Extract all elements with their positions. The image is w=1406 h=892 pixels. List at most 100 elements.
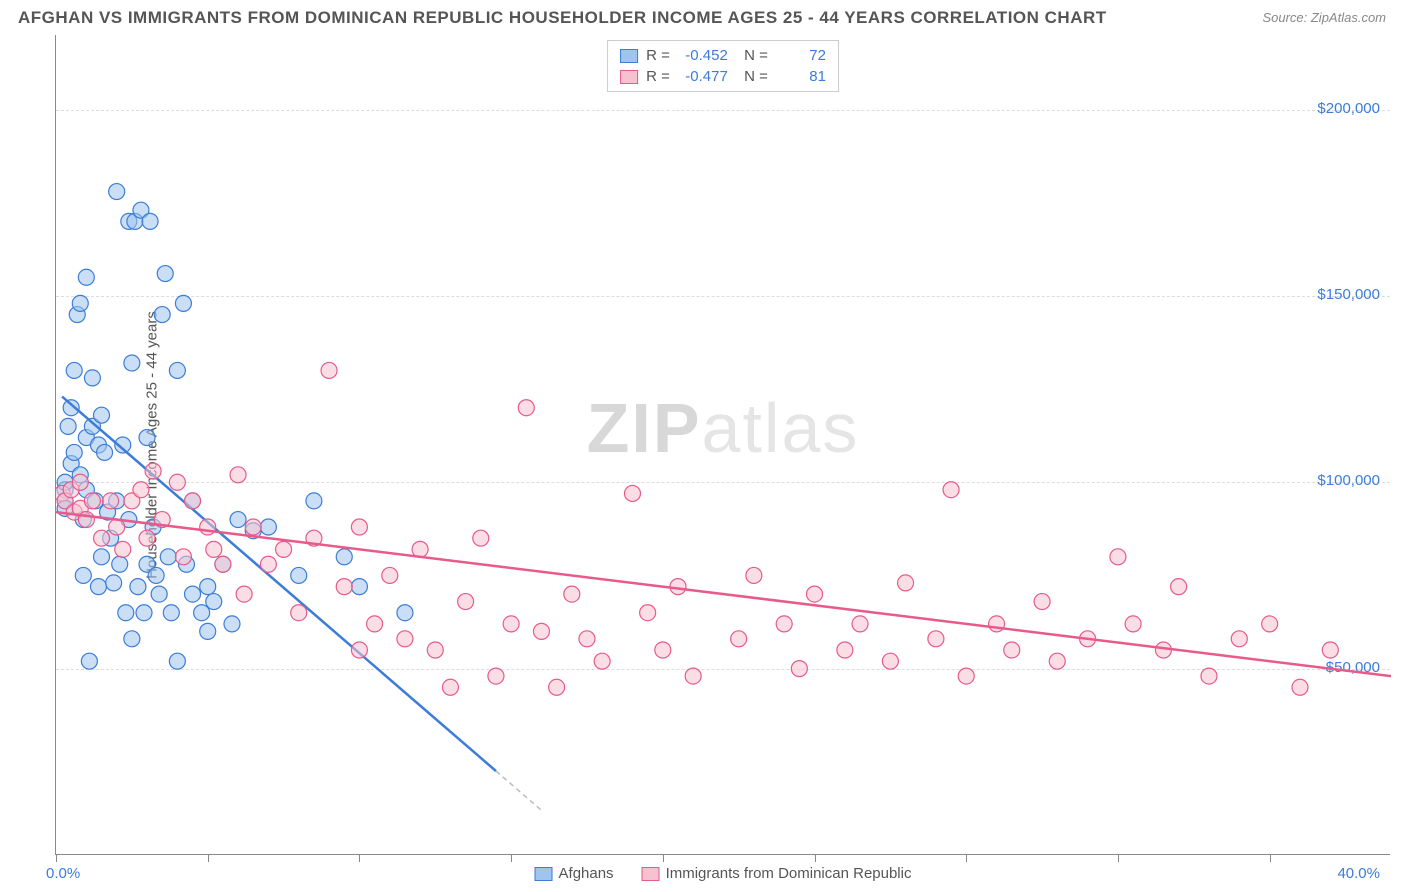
data-point xyxy=(200,623,216,639)
data-point xyxy=(427,642,443,658)
data-point xyxy=(1004,642,1020,658)
data-point xyxy=(351,642,367,658)
data-point xyxy=(75,567,91,583)
data-point xyxy=(97,444,113,460)
data-point xyxy=(1034,594,1050,610)
data-point xyxy=(94,549,110,565)
swatch-series1-icon xyxy=(535,867,553,881)
data-point xyxy=(109,184,125,200)
chart-title: AFGHAN VS IMMIGRANTS FROM DOMINICAN REPU… xyxy=(18,8,1107,28)
data-point xyxy=(260,556,276,572)
data-point xyxy=(898,575,914,591)
data-point xyxy=(154,307,170,323)
data-point xyxy=(837,642,853,658)
data-point xyxy=(655,642,671,658)
data-point xyxy=(245,519,261,535)
data-point xyxy=(852,616,868,632)
data-point xyxy=(731,631,747,647)
data-point xyxy=(148,567,164,583)
source-attribution: Source: ZipAtlas.com xyxy=(1262,10,1386,25)
plot-area: ZIPatlas Householder Income Ages 25 - 44… xyxy=(55,35,1390,855)
data-point xyxy=(488,668,504,684)
data-point xyxy=(230,467,246,483)
data-point xyxy=(1049,653,1065,669)
data-point xyxy=(169,474,185,490)
data-point xyxy=(549,679,565,695)
data-point xyxy=(206,594,222,610)
data-point xyxy=(1201,668,1217,684)
chart-container: AFGHAN VS IMMIGRANTS FROM DOMINICAN REPU… xyxy=(0,0,1406,892)
data-point xyxy=(351,519,367,535)
data-point xyxy=(130,579,146,595)
data-point xyxy=(458,594,474,610)
legend-item-series2: Immigrants from Dominican Republic xyxy=(642,865,912,882)
legend-label-series1: Afghans xyxy=(559,865,614,882)
swatch-series2-icon xyxy=(642,867,660,881)
data-point xyxy=(291,567,307,583)
data-point xyxy=(397,631,413,647)
data-point xyxy=(791,661,807,677)
data-point xyxy=(94,407,110,423)
data-point xyxy=(124,631,140,647)
data-point xyxy=(746,567,762,583)
data-point xyxy=(142,213,158,229)
data-point xyxy=(72,295,88,311)
data-point xyxy=(115,541,131,557)
trend-line xyxy=(62,397,496,771)
data-point xyxy=(382,567,398,583)
data-point xyxy=(1171,579,1187,595)
data-point xyxy=(94,530,110,546)
data-point xyxy=(594,653,610,669)
data-point xyxy=(139,530,155,546)
data-point xyxy=(60,418,76,434)
data-point xyxy=(175,295,191,311)
data-point xyxy=(442,679,458,695)
data-point xyxy=(118,605,134,621)
data-point xyxy=(215,556,231,572)
data-point xyxy=(336,549,352,565)
data-point xyxy=(321,362,337,378)
data-point xyxy=(1125,616,1141,632)
data-point xyxy=(206,541,222,557)
data-point xyxy=(84,493,100,509)
data-point xyxy=(640,605,656,621)
legend-item-series1: Afghans xyxy=(535,865,614,882)
data-point xyxy=(533,623,549,639)
x-axis-min-label: 0.0% xyxy=(46,865,80,882)
data-point xyxy=(81,653,97,669)
data-point xyxy=(200,579,216,595)
data-point xyxy=(124,355,140,371)
data-point xyxy=(943,482,959,498)
data-point xyxy=(260,519,276,535)
data-point xyxy=(882,653,898,669)
data-point xyxy=(291,605,307,621)
data-point xyxy=(169,362,185,378)
data-point xyxy=(66,362,82,378)
data-point xyxy=(185,493,201,509)
x-axis-max-label: 40.0% xyxy=(1337,865,1380,882)
data-point xyxy=(133,482,149,498)
data-point xyxy=(685,668,701,684)
data-point xyxy=(579,631,595,647)
data-point xyxy=(112,556,128,572)
data-point xyxy=(564,586,580,602)
data-point xyxy=(84,370,100,386)
data-point xyxy=(136,605,152,621)
data-point xyxy=(145,463,161,479)
data-point xyxy=(958,668,974,684)
data-point xyxy=(90,579,106,595)
data-point xyxy=(169,653,185,669)
data-point xyxy=(276,541,292,557)
data-point xyxy=(1110,549,1126,565)
data-point xyxy=(106,575,122,591)
trend-line xyxy=(56,512,1391,676)
data-point xyxy=(224,616,240,632)
data-point xyxy=(151,586,167,602)
data-point xyxy=(185,586,201,602)
data-point xyxy=(78,269,94,285)
data-point xyxy=(163,605,179,621)
data-point xyxy=(66,444,82,460)
data-point xyxy=(518,400,534,416)
data-point xyxy=(236,586,252,602)
data-point xyxy=(624,485,640,501)
